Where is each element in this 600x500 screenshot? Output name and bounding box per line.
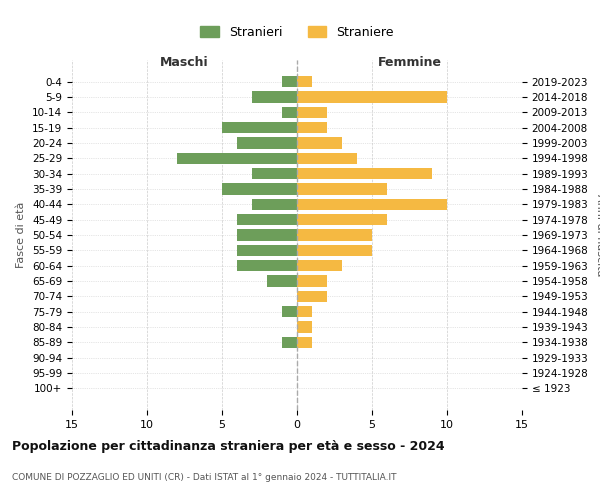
- Bar: [297, 260, 342, 272]
- Bar: [282, 306, 297, 318]
- Bar: [297, 290, 327, 302]
- Bar: [282, 336, 297, 348]
- Bar: [297, 91, 447, 102]
- Bar: [297, 306, 312, 318]
- Y-axis label: Anni di nascita: Anni di nascita: [595, 194, 600, 276]
- Bar: [297, 229, 372, 241]
- Bar: [297, 183, 387, 194]
- Bar: [297, 122, 327, 134]
- Legend: Stranieri, Straniere: Stranieri, Straniere: [195, 20, 399, 44]
- Bar: [237, 244, 297, 256]
- Bar: [297, 336, 312, 348]
- Bar: [297, 214, 387, 226]
- Bar: [297, 276, 327, 287]
- Bar: [237, 214, 297, 226]
- Bar: [252, 198, 297, 210]
- Text: COMUNE DI POZZAGLIO ED UNITI (CR) - Dati ISTAT al 1° gennaio 2024 - TUTTITALIA.I: COMUNE DI POZZAGLIO ED UNITI (CR) - Dati…: [12, 473, 397, 482]
- Text: Maschi: Maschi: [160, 56, 209, 70]
- Bar: [252, 168, 297, 179]
- Bar: [297, 198, 447, 210]
- Bar: [222, 122, 297, 134]
- Bar: [237, 137, 297, 148]
- Bar: [237, 260, 297, 272]
- Bar: [297, 106, 327, 118]
- Bar: [252, 91, 297, 102]
- Bar: [282, 106, 297, 118]
- Y-axis label: Fasce di età: Fasce di età: [16, 202, 26, 268]
- Text: Femmine: Femmine: [377, 56, 442, 70]
- Bar: [297, 76, 312, 88]
- Bar: [267, 276, 297, 287]
- Bar: [222, 183, 297, 194]
- Bar: [297, 152, 357, 164]
- Bar: [297, 244, 372, 256]
- Bar: [297, 322, 312, 333]
- Bar: [237, 229, 297, 241]
- Bar: [177, 152, 297, 164]
- Text: Popolazione per cittadinanza straniera per età e sesso - 2024: Popolazione per cittadinanza straniera p…: [12, 440, 445, 453]
- Bar: [297, 168, 432, 179]
- Bar: [282, 76, 297, 88]
- Bar: [297, 137, 342, 148]
